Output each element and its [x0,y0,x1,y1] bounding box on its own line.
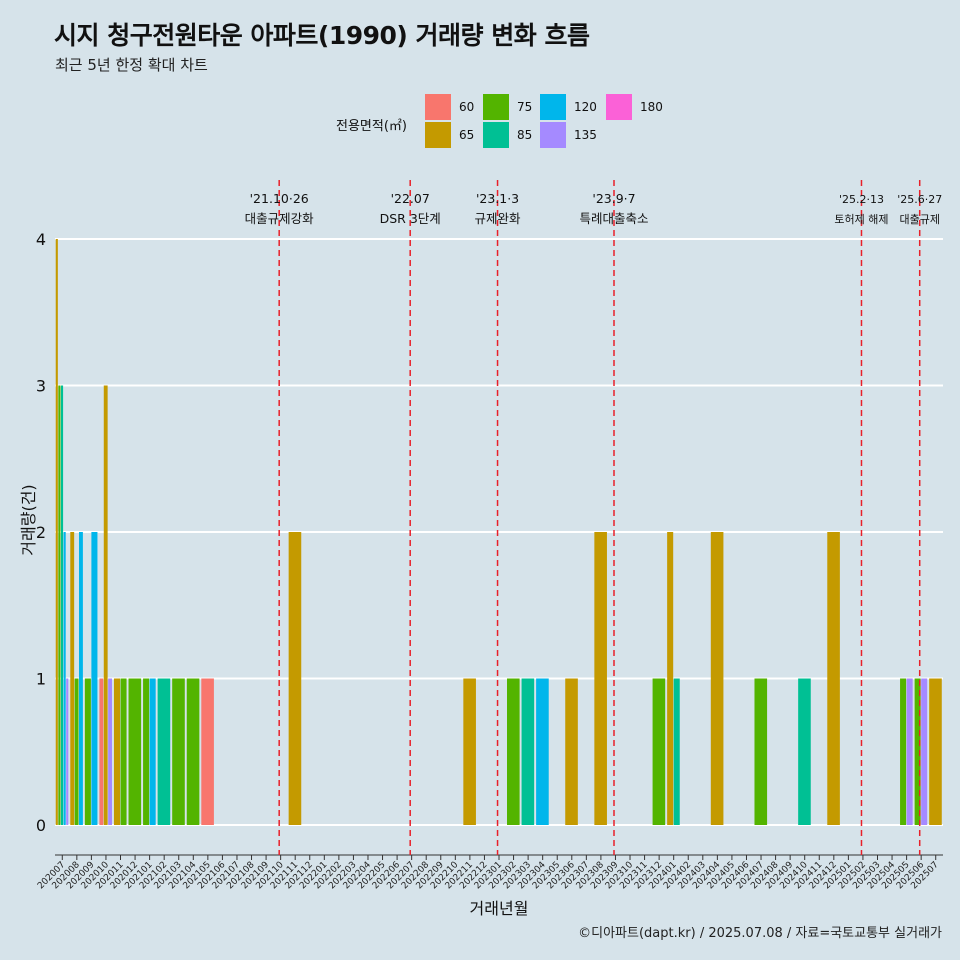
legend-label: 180 [640,100,663,114]
bar-202410-85 [798,678,811,825]
bar-202011-75 [120,678,127,825]
bar-202306-65 [565,678,578,825]
bar-202211-65 [463,678,476,825]
legend-label: 75 [517,100,533,114]
legend-label: 135 [574,128,597,142]
event-date: '23.1·3 [476,191,519,206]
legend-swatch [483,122,509,148]
bar-202506-135 [921,678,928,825]
legend-item-65: 65 [425,122,474,148]
event-date: '23.9·7 [592,191,635,206]
bar-202007-65 [55,239,58,825]
bar-202011-65 [113,678,121,825]
legend-label: 65 [459,128,475,142]
event-date: '25.6·27 [897,193,942,206]
bar-202401-85 [673,678,680,825]
y-tick-label: 1 [36,670,46,689]
x-axis-title: 거래년월 [470,899,529,918]
bar-202010-60 [99,678,104,825]
bar-202104-75 [186,678,200,825]
bar-202105-60 [201,678,214,825]
event-label: 특례대출축소 [579,211,648,226]
legend-swatch [606,94,632,120]
y-tick-label: 3 [36,377,46,396]
legend-swatch [425,94,451,120]
event-label: 토허제 해제 [834,212,888,226]
event-date: '21.10·26 [250,191,309,206]
legend-label: 60 [459,100,475,114]
bar-202007-135 [66,678,69,825]
bar-202412-65 [827,532,840,825]
bar-202304-120 [536,678,549,825]
bar-202007-75 [58,385,61,825]
chart-subtitle: 최근 5년 한정 확대 차트 [55,56,208,74]
y-tick-label: 0 [36,816,46,835]
bar-202507-65 [929,678,942,825]
event-date: '25.2·13 [839,193,884,206]
bar-202407-75 [754,678,768,825]
bar-202007-85 [60,385,64,825]
event-label: 대출규제 [899,213,939,226]
bar-202505-75 [900,678,907,825]
legend-item-135: 135 [540,122,597,148]
event-label: 규제완화 [475,211,522,226]
y-axis-title: 거래량(건) [19,484,38,555]
y-tick-label: 2 [36,523,46,542]
legend-label: 120 [574,100,597,114]
legend-swatch [425,122,451,148]
bar-202401-65 [667,532,674,825]
legend-label: 85 [517,128,533,142]
event-date: '22.07 [391,191,430,206]
bar-202506-75 [914,678,921,825]
legend-item-180: 180 [606,94,663,120]
bar-202101-75 [143,678,150,825]
bar-202505-135 [906,678,913,825]
legend-item-60: 60 [425,94,474,120]
legend-item-120: 120 [540,94,597,120]
bar-202009-75 [84,678,91,825]
bar-202308-65 [594,532,607,825]
bar-202008-120 [79,532,83,825]
bar-202012-75 [128,678,142,825]
bar-202111-65 [288,532,302,825]
legend-swatch [540,94,566,120]
bar-202102-85 [157,678,171,825]
legend-swatch [483,94,509,120]
legend-item-75: 75 [483,94,532,120]
legend-swatch [540,122,566,148]
source-caption: ©디아파트(dapt.kr) / 2025.07.08 / 자료=국토교통부 실… [578,926,942,941]
bar-202008-65 [70,532,75,825]
legend-title: 전용면적(㎡) [336,119,407,134]
bar-202007-120 [63,532,66,825]
bar-202303-85 [521,678,535,825]
bar-202103-75 [172,678,185,825]
y-tick-label: 4 [36,230,46,249]
bar-202312-75 [652,678,666,825]
chart-title: 시지 청구전원타운 아파트(1990) 거래량 변화 흐름 [54,21,590,50]
event-label: DSR 3단계 [380,211,441,226]
bar-202008-75 [74,678,79,825]
bar-202101-120 [149,678,156,825]
legend-item-85: 85 [483,122,532,148]
bar-202010-135 [108,678,113,825]
bar-202010-65 [103,385,108,825]
bar-202302-75 [507,678,520,825]
bar-202009-120 [91,532,98,825]
event-label: 대출규제강화 [245,211,315,226]
bar-202404-65 [710,532,724,825]
